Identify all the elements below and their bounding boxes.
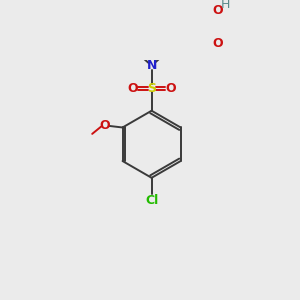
- Text: O: O: [100, 119, 110, 132]
- Text: O: O: [166, 82, 176, 95]
- Text: Cl: Cl: [145, 194, 158, 207]
- Text: O: O: [213, 4, 223, 17]
- Text: O: O: [213, 37, 223, 50]
- Text: S: S: [147, 82, 156, 95]
- Text: H: H: [221, 0, 231, 11]
- Text: O: O: [127, 82, 138, 95]
- Text: N: N: [146, 59, 157, 73]
